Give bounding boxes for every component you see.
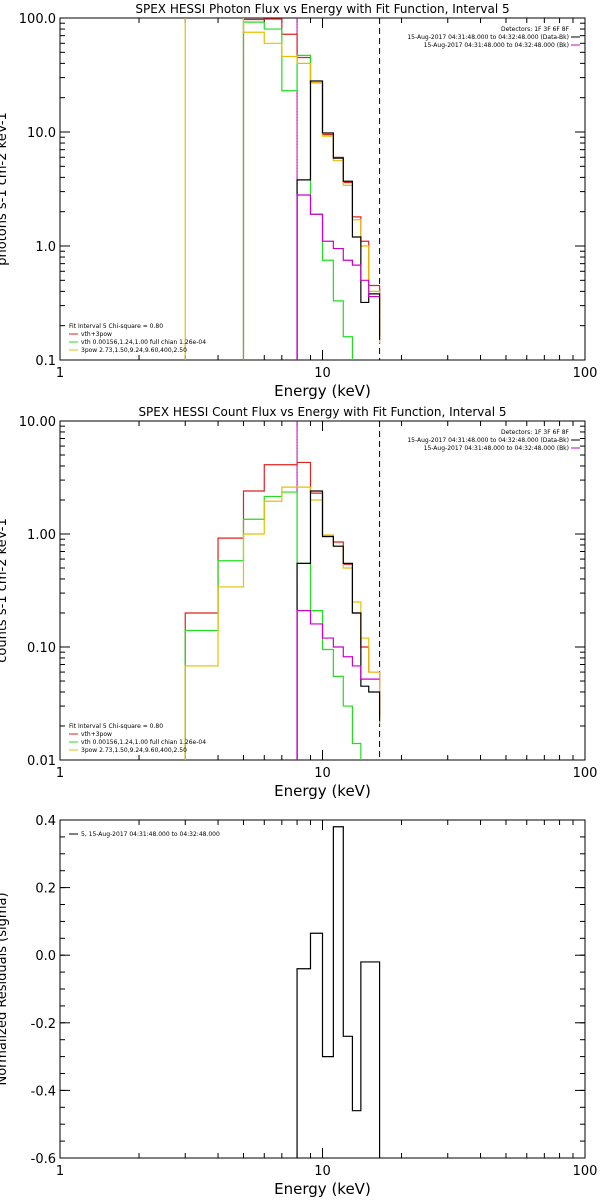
legend-entry: 15-Aug-2017 04:31:48.000 to 04:32:48.000… [424,42,569,49]
series-3pow [184,486,381,760]
y-tick-label: -0.6 [31,1152,56,1167]
x-tick-label: 100 [573,1164,598,1179]
data-area [296,826,381,1158]
y-tick-label: 10.0 [27,126,56,141]
series-vth [242,21,354,360]
y-tick-label: 0.2 [35,882,56,897]
chart-title: SPEX HESSI Count Flux vs Energy with Fit… [138,405,506,419]
y-axis-label: Normalized Residuals (sigma) [0,892,10,1085]
y-tick-label: -0.2 [31,1017,56,1032]
chart-panel-3: 1 10 100 -0.6 -0.4 -0.2 0.0 0.2 0.4 Energy (keV) N… [0,814,597,1198]
legend-left: Fit Interval 5 Chi-square = 0.80vth+3pow… [69,723,206,754]
x-tick-label: 10 [314,766,331,781]
legend-entry: Fit Interval 5 Chi-square = 0.80 [69,323,163,330]
legend-left: Fit Interval 5 Chi-square = 0.80vth+3pow… [69,323,206,354]
x-tick-label: 10 [314,1164,331,1179]
chart-panel-2: SPEX HESSI Count Flux vs Energy with Fit… [0,405,597,800]
y-axis-label: photons s-1 cm-2 keV-1 [0,112,10,266]
series-vth-3pow [242,18,381,360]
x-tick-label: 100 [573,366,598,381]
y-tick-label: 0.4 [35,814,56,829]
x-axis-label: Energy (keV) [274,1180,371,1198]
chart-panel-1: SPEX HESSI Photon Flux vs Energy with Fi… [0,2,598,400]
y-tick-label: 100.0 [19,12,56,27]
series-bk [296,194,380,360]
series-vth-3pow [184,461,381,760]
legend-entry: vth+3pow [81,331,112,338]
y-axis-label: counts s-1 cm-2 keV-1 [0,518,10,663]
x-tick-label: 1 [56,766,64,781]
x-tick-label: 100 [573,766,598,781]
y-tick-label: 0.1 [35,354,56,369]
chart-title: SPEX HESSI Photon Flux vs Energy with Fi… [135,2,509,16]
x-axis-label: Energy (keV) [274,382,371,400]
legend-entry: Detectors: 1F 3F 6F 8F [501,429,570,436]
plot-frame [59,420,586,761]
legend-entry: 3pow 2.73,1.50,9.24,9.60,400,2.50 [81,347,187,354]
legend-entry: vth 0.00156,1.24,1.00 full chian 1.26e-0… [81,339,206,346]
data-area [184,18,381,360]
legend-entry: 15-Aug-2017 04:31:48.000 to 04:32:48.000… [424,445,569,452]
plot-frame [59,17,586,361]
legend-entry: Fit Interval 5 Chi-square = 0.80 [69,723,163,730]
legend-entry: 15-Aug-2017 04:31:48.000 to 04:32:48.000… [407,34,569,41]
y-tick-label: 0.01 [27,754,56,769]
series-bk [296,609,380,760]
legend-entry: 5, 15-Aug-2017 04:31:48.000 to 04:32:48.… [81,831,220,838]
series-vth [184,491,362,760]
legend-entry: vth+3pow [81,731,112,738]
x-tick-label: 10 [314,366,331,381]
y-tick-label: 0.0 [35,949,56,964]
y-tick-label: 10.00 [19,415,56,430]
y-tick-label: 1.00 [27,528,56,543]
legend-entry: 15-Aug-2017 04:31:48.000 to 04:32:48.000… [407,437,569,444]
x-axis-label: Energy (keV) [274,782,371,800]
x-tick-label: 1 [56,1164,64,1179]
y-tick-label: 0.10 [27,641,56,656]
legend-entry: 3pow 2.73,1.50,9.24,9.60,400,2.50 [81,747,187,754]
series-data-bk [296,80,381,360]
data-area [184,421,381,760]
legend-left: 5, 15-Aug-2017 04:31:48.000 to 04:32:48.… [69,831,220,838]
y-tick-label: -0.4 [31,1084,56,1099]
legend-entry: Detectors: 1F 3F 6F 8F [501,26,570,33]
legend-entry: vth 0.00156,1.24,1.00 full chian 1.26e-0… [81,739,206,746]
series-data-bk [296,490,381,760]
series-5-15-aug-2017-04-31-48-000-to-04-32-48-000 [296,826,381,1158]
y-tick-label: 1.0 [35,240,56,255]
x-tick-label: 1 [56,366,64,381]
